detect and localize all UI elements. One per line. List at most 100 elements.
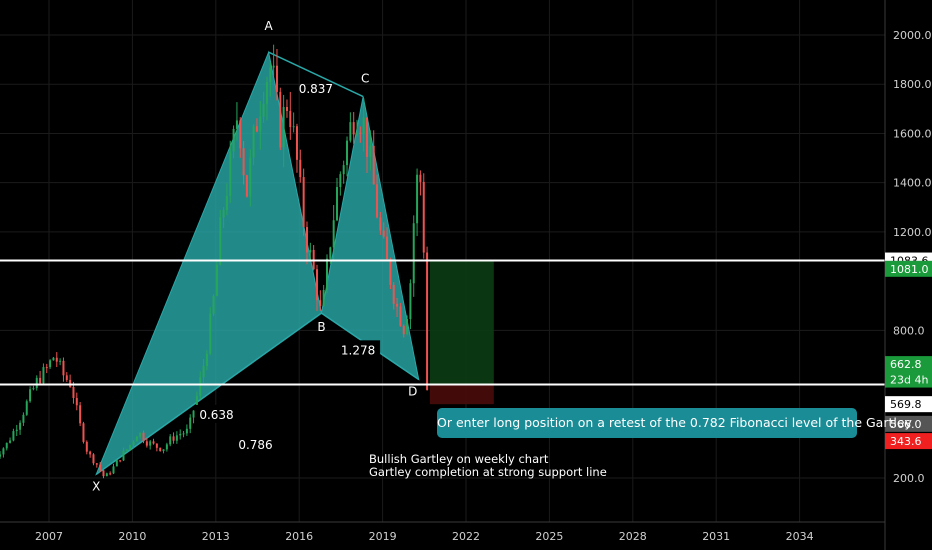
candle-body <box>29 389 32 402</box>
y-tick-label: 800.0 <box>893 324 925 337</box>
candle-body <box>209 313 212 354</box>
stop-zone <box>429 384 494 405</box>
candle-body <box>389 259 392 285</box>
x-axis: 2007 2010 2013 2016 2019 2022 2025 2028 2031 2034 <box>0 521 885 543</box>
candle-body <box>245 175 248 197</box>
candle-body <box>326 258 328 291</box>
candle-body <box>169 436 172 445</box>
price-label: 569.8 <box>890 398 922 411</box>
candle-body <box>242 148 245 176</box>
candle-body <box>145 441 148 446</box>
candle-body <box>269 67 272 83</box>
candle-body <box>399 306 402 326</box>
price-candles <box>0 44 429 479</box>
candle-body <box>319 300 322 306</box>
ratio-label: 0.638 <box>199 408 233 422</box>
candle-body <box>62 360 65 376</box>
candle-body <box>356 132 359 135</box>
chart-note: Bullish Gartley on weekly chart Gartley … <box>369 453 607 479</box>
price-label-bg <box>885 415 932 432</box>
candle-body <box>85 441 88 452</box>
candle-body <box>229 151 232 196</box>
candle-body <box>402 325 405 335</box>
ratio-label: 0.786 <box>238 438 272 452</box>
candle-body <box>342 165 345 175</box>
entry-callout: Or enter long position on a retest of th… <box>437 408 912 438</box>
candle-body <box>79 405 82 424</box>
candle-body <box>426 252 429 390</box>
candle-body <box>42 367 45 384</box>
candle-body <box>149 441 152 446</box>
candle-body <box>119 460 122 462</box>
point-label-d: D <box>408 385 417 399</box>
ratio-label: 1.278 <box>341 343 375 357</box>
candle-body <box>349 122 352 141</box>
candle-body <box>302 177 305 228</box>
candle-body <box>65 375 68 380</box>
price-label: 566.0 <box>890 418 922 431</box>
y-tick-label: 1200.0 <box>893 226 932 239</box>
candle-body <box>422 181 425 253</box>
y-tick-label: 2000.0 <box>893 29 932 42</box>
candle-body <box>219 217 222 265</box>
y-axis[interactable]: 2000.0 1800.0 1600.0 1400.0 1200.0 800.0 200.0… <box>884 0 932 550</box>
price-label: 662.8 <box>890 358 922 371</box>
price-label-bg <box>885 356 932 373</box>
candle-body <box>35 377 38 389</box>
candle-body <box>299 159 302 178</box>
candle-body <box>19 422 22 430</box>
point-label-b: B <box>317 320 325 334</box>
candle-body <box>112 466 115 474</box>
price-label: 23d 4h <box>890 374 928 387</box>
candle-body <box>179 433 182 436</box>
y-tick-label: 1800.0 <box>893 78 932 91</box>
candle-body <box>92 454 95 464</box>
candle-body <box>135 436 138 442</box>
candle-body <box>305 227 308 253</box>
candle-body <box>386 236 389 260</box>
candle-body <box>82 423 85 442</box>
candle-body <box>142 432 145 442</box>
candle-body <box>329 247 332 259</box>
candle-body <box>185 428 188 434</box>
candle-body <box>22 414 25 423</box>
candle-body <box>199 377 202 396</box>
candle-body <box>419 174 422 182</box>
x-tick-label: 2022 <box>452 530 480 543</box>
y-tick-label: 200.0 <box>893 472 925 485</box>
candle-body <box>95 463 98 465</box>
candle-body <box>72 386 75 399</box>
candle-body <box>262 103 265 117</box>
candle-body <box>115 460 118 467</box>
candle-body <box>39 377 42 384</box>
candle-body <box>265 82 268 104</box>
candle-body <box>222 210 225 218</box>
candle-body <box>175 435 178 441</box>
price-label: 343.6 <box>890 435 922 448</box>
candle-body <box>12 431 15 441</box>
support-lines[interactable] <box>0 259 885 386</box>
note-line-2: Gartley completion at strong support lin… <box>369 465 607 479</box>
candle-body <box>132 441 135 446</box>
candle-body <box>155 443 158 448</box>
candle-body <box>195 395 198 411</box>
candle-body <box>409 283 412 320</box>
candle-body <box>339 174 342 188</box>
pattern-labels: X A B C D 0.837 1.278 0.638 0.786 <box>92 19 417 493</box>
candle-body <box>292 126 295 128</box>
candle-body <box>285 107 288 111</box>
candle-body <box>9 440 12 443</box>
candle-body <box>225 195 228 211</box>
candle-body <box>105 473 108 477</box>
note-line-1: Bullish Gartley on weekly chart <box>369 452 549 466</box>
x-tick-label: 2025 <box>535 530 563 543</box>
y-tick-label: 1600.0 <box>893 127 932 140</box>
candle-body <box>75 398 78 406</box>
candle-body <box>249 157 252 197</box>
candle-body <box>279 91 282 148</box>
price-label: 1081.0 <box>890 263 929 276</box>
candle-body <box>15 429 18 432</box>
candle-body <box>392 284 395 304</box>
candle-body <box>5 442 8 449</box>
